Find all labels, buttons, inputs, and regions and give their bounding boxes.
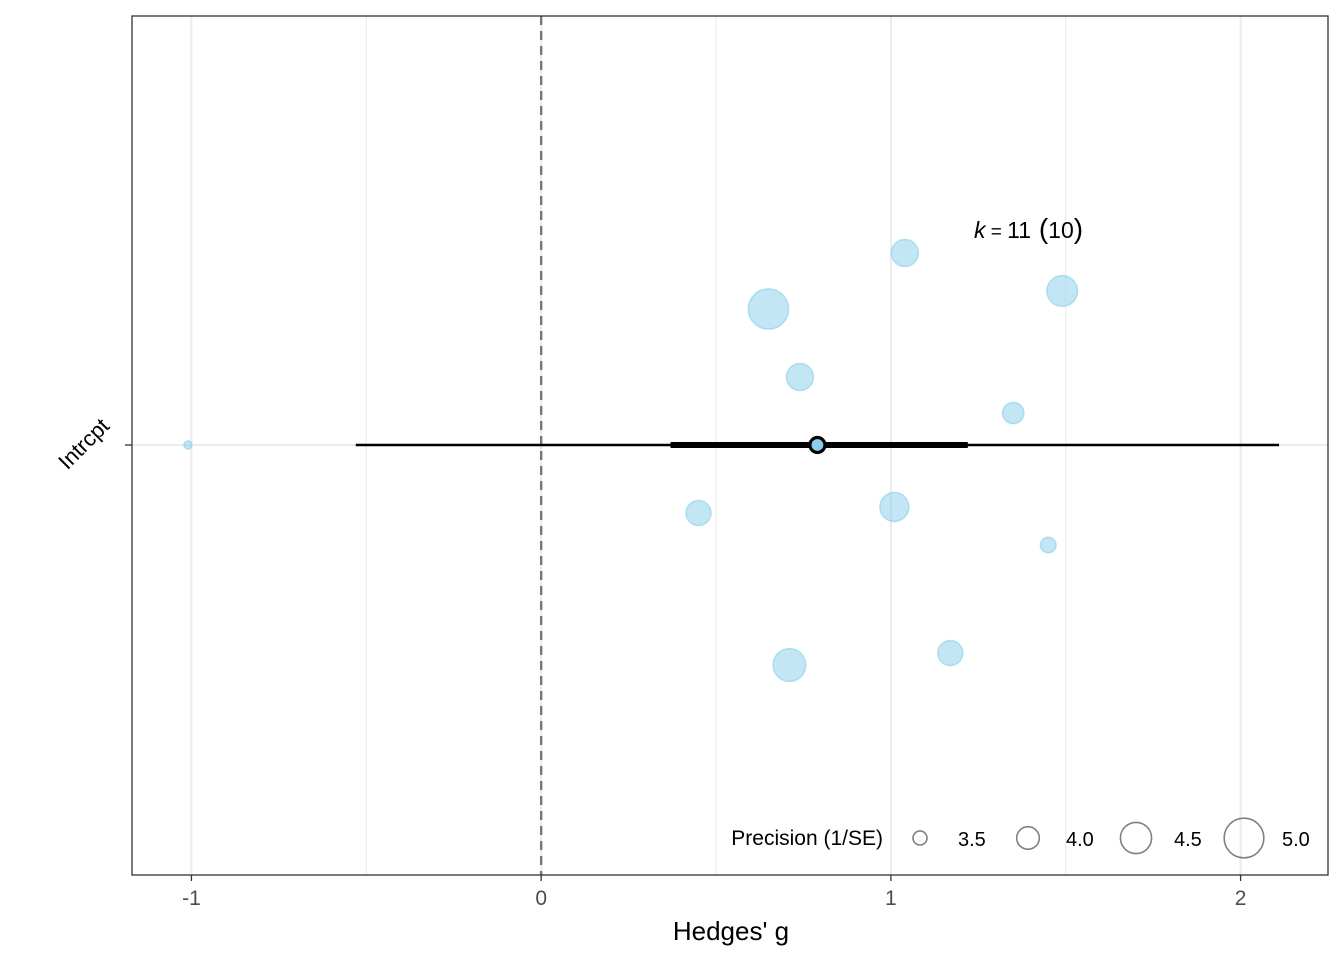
legend-symbol <box>1015 825 1041 851</box>
study-point <box>772 647 807 683</box>
study-point <box>785 362 815 392</box>
study-point <box>1039 536 1057 554</box>
legend-symbol <box>912 830 928 846</box>
study-point <box>685 499 712 527</box>
k-count: 11 <box>1007 217 1031 243</box>
study-point <box>1046 274 1079 308</box>
x-axis: -1 0 1 2 <box>182 875 1246 910</box>
k-close-paren: ) <box>1074 213 1083 244</box>
legend-title: Precision (1/SE) <box>731 827 883 850</box>
y-axis: Intrcpt <box>53 413 132 474</box>
y-category-label: Intrcpt <box>53 413 114 474</box>
x-tick-label: 1 <box>885 887 897 910</box>
x-tick-label: -1 <box>182 887 201 910</box>
legend-label: 3.5 <box>958 829 986 851</box>
pooled-estimate-point <box>808 435 827 455</box>
study-point <box>937 639 964 667</box>
legend-symbol <box>1119 821 1153 855</box>
study-point <box>879 491 910 523</box>
legend-symbol <box>1223 817 1265 859</box>
x-tick-label: 0 <box>535 887 547 910</box>
study-point <box>1001 401 1025 425</box>
legend-label: 5.0 <box>1282 829 1310 851</box>
summary-estimate <box>355 435 1280 455</box>
k-symbol: k <box>974 217 987 243</box>
k-group-count: 10 <box>1048 217 1074 243</box>
study-point <box>747 288 790 330</box>
study-point <box>183 440 193 450</box>
k-equals: = <box>986 222 1008 243</box>
study-points <box>183 238 1079 683</box>
study-point <box>890 238 920 268</box>
legend: Precision (1/SE) 3.5 4.0 4.5 5.0 <box>731 817 1310 859</box>
x-tick-label: 2 <box>1235 887 1247 910</box>
x-axis-title: Hedges' g <box>673 916 789 946</box>
k-open-paren: ( <box>1031 213 1049 244</box>
k-annotation: k = 11 (10) <box>974 213 1083 244</box>
legend-label: 4.0 <box>1066 829 1094 851</box>
legend-label: 4.5 <box>1174 829 1202 851</box>
